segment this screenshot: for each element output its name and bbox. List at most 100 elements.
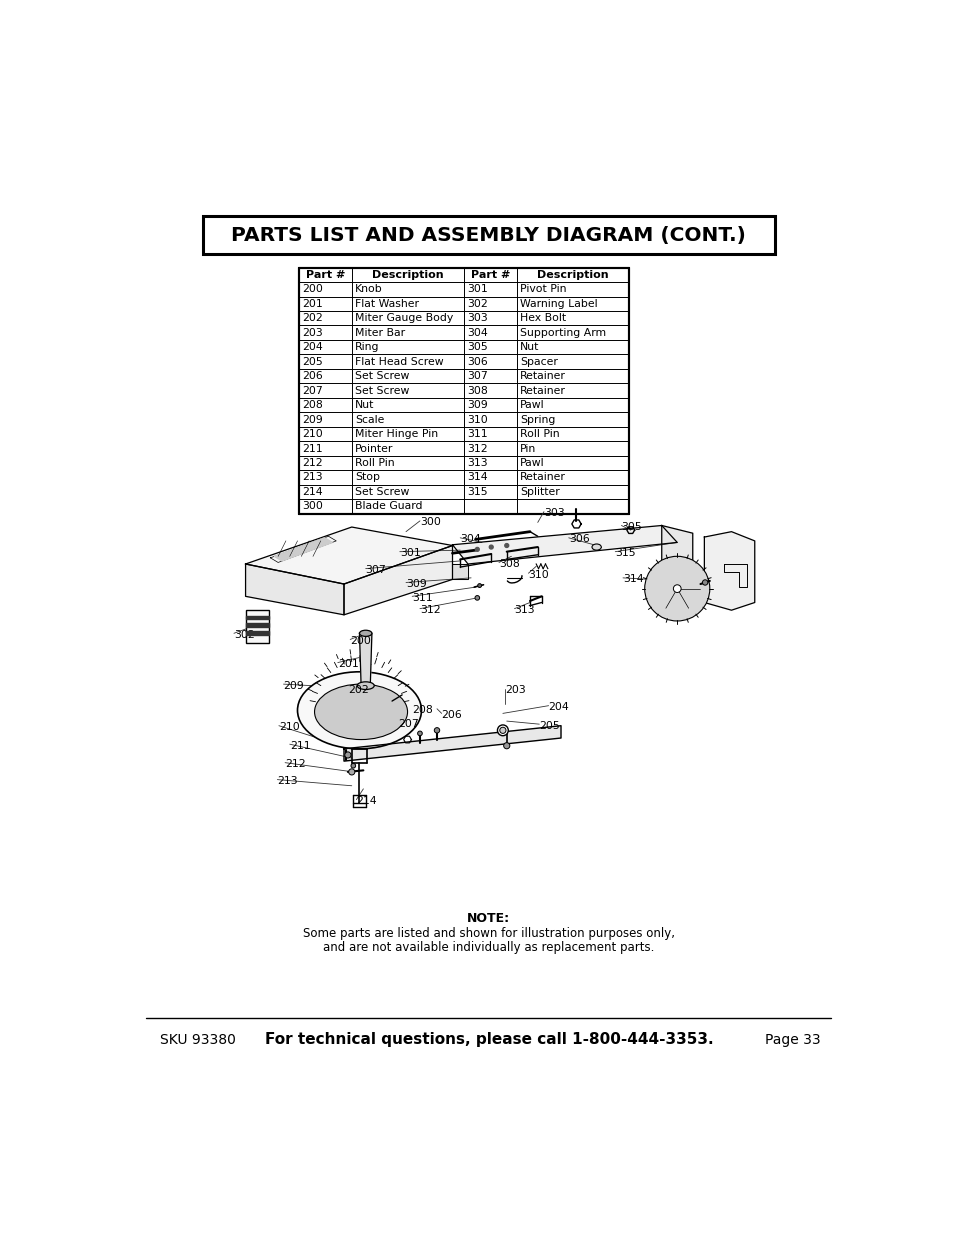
- Ellipse shape: [497, 725, 508, 736]
- Text: 206: 206: [441, 710, 462, 720]
- Text: 309: 309: [467, 400, 488, 410]
- Text: Miter Hinge Pin: Miter Hinge Pin: [355, 429, 437, 438]
- Text: Scale: Scale: [355, 415, 384, 425]
- Text: Nut: Nut: [519, 342, 538, 352]
- Text: Warning Label: Warning Label: [519, 299, 597, 309]
- Polygon shape: [359, 634, 372, 683]
- Text: Spring: Spring: [519, 415, 555, 425]
- Text: 310: 310: [528, 569, 549, 579]
- Circle shape: [644, 556, 709, 621]
- Text: Page 33: Page 33: [764, 1032, 820, 1047]
- Text: 307: 307: [365, 566, 386, 576]
- Ellipse shape: [297, 672, 421, 748]
- Text: 208: 208: [412, 705, 433, 715]
- Text: Miter Bar: Miter Bar: [355, 327, 405, 337]
- Text: SKU 93380: SKU 93380: [159, 1032, 235, 1047]
- Text: 303: 303: [543, 508, 564, 519]
- Text: PARTS LIST AND ASSEMBLY DIAGRAM (CONT.): PARTS LIST AND ASSEMBLY DIAGRAM (CONT.): [232, 226, 745, 245]
- Text: 303: 303: [467, 314, 488, 324]
- Polygon shape: [245, 615, 269, 620]
- Text: 306: 306: [467, 357, 488, 367]
- Bar: [298, 268, 629, 514]
- Text: 201: 201: [337, 659, 358, 669]
- Text: Roll Pin: Roll Pin: [355, 458, 394, 468]
- Text: 211: 211: [302, 443, 322, 453]
- Text: 204: 204: [548, 703, 569, 713]
- Text: Spacer: Spacer: [519, 357, 558, 367]
- Text: 311: 311: [412, 593, 433, 603]
- Text: Supporting Arm: Supporting Arm: [519, 327, 605, 337]
- Text: 207: 207: [302, 385, 322, 395]
- Text: 203: 203: [505, 685, 525, 695]
- Polygon shape: [703, 531, 754, 610]
- Text: Retainer: Retainer: [519, 473, 565, 483]
- Text: 200: 200: [350, 636, 371, 646]
- Text: 301: 301: [467, 284, 488, 294]
- Text: Ring: Ring: [355, 342, 379, 352]
- Text: 204: 204: [302, 342, 322, 352]
- Text: 214: 214: [302, 487, 322, 496]
- Circle shape: [701, 579, 707, 585]
- Text: 203: 203: [302, 327, 322, 337]
- Circle shape: [503, 742, 509, 748]
- Ellipse shape: [356, 682, 374, 689]
- Circle shape: [673, 585, 680, 593]
- Ellipse shape: [314, 684, 407, 740]
- Text: Blade Guard: Blade Guard: [355, 501, 422, 511]
- Bar: [245, 610, 269, 642]
- Text: Pin: Pin: [519, 443, 536, 453]
- Text: Part #: Part #: [470, 269, 510, 280]
- Text: 202: 202: [348, 685, 369, 695]
- Text: 210: 210: [278, 722, 299, 732]
- Text: 304: 304: [467, 327, 488, 337]
- Text: Roll Pin: Roll Pin: [519, 429, 559, 438]
- Text: NOTE:: NOTE:: [467, 911, 510, 925]
- Text: Some parts are listed and shown for illustration purposes only,: Some parts are listed and shown for illu…: [303, 927, 674, 940]
- Polygon shape: [245, 564, 344, 615]
- Text: Part #: Part #: [305, 269, 345, 280]
- Text: Set Screw: Set Screw: [355, 487, 409, 496]
- Text: 308: 308: [467, 385, 488, 395]
- Polygon shape: [245, 631, 269, 635]
- Text: 314: 314: [467, 473, 487, 483]
- Polygon shape: [344, 546, 452, 615]
- Text: Miter Gauge Body: Miter Gauge Body: [355, 314, 453, 324]
- Text: 302: 302: [233, 630, 254, 640]
- Text: 314: 314: [622, 574, 643, 584]
- Text: 201: 201: [302, 299, 322, 309]
- Text: 304: 304: [459, 535, 480, 545]
- Circle shape: [504, 543, 508, 547]
- Text: 207: 207: [397, 719, 418, 729]
- Text: 307: 307: [467, 372, 488, 382]
- Text: 210: 210: [302, 429, 322, 438]
- Polygon shape: [245, 624, 269, 627]
- Text: Set Screw: Set Screw: [355, 385, 409, 395]
- Polygon shape: [344, 726, 560, 761]
- Text: 313: 313: [467, 458, 487, 468]
- Bar: [203, 216, 774, 254]
- Circle shape: [489, 545, 493, 550]
- Text: 213: 213: [277, 776, 297, 787]
- Text: 305: 305: [467, 342, 488, 352]
- Polygon shape: [274, 537, 332, 561]
- Circle shape: [475, 547, 478, 551]
- Text: Description: Description: [537, 269, 608, 280]
- Text: Retainer: Retainer: [519, 385, 565, 395]
- Text: Flat Washer: Flat Washer: [355, 299, 418, 309]
- Text: 315: 315: [467, 487, 487, 496]
- Text: 202: 202: [302, 314, 322, 324]
- Text: 209: 209: [283, 680, 304, 690]
- Text: 208: 208: [302, 400, 322, 410]
- Circle shape: [351, 763, 355, 768]
- Ellipse shape: [499, 727, 505, 734]
- Circle shape: [475, 595, 479, 600]
- Text: Nut: Nut: [355, 400, 374, 410]
- Text: 305: 305: [620, 522, 641, 532]
- Text: 205: 205: [302, 357, 322, 367]
- Text: 313: 313: [514, 605, 535, 615]
- Circle shape: [477, 584, 481, 588]
- Text: 315: 315: [615, 548, 636, 558]
- Text: 211: 211: [290, 741, 310, 751]
- Text: 312: 312: [419, 605, 440, 615]
- Text: Pawl: Pawl: [519, 400, 544, 410]
